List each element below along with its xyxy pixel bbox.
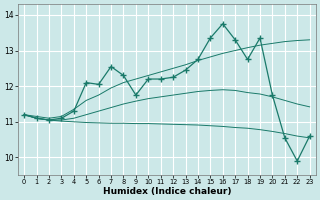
X-axis label: Humidex (Indice chaleur): Humidex (Indice chaleur): [103, 187, 231, 196]
